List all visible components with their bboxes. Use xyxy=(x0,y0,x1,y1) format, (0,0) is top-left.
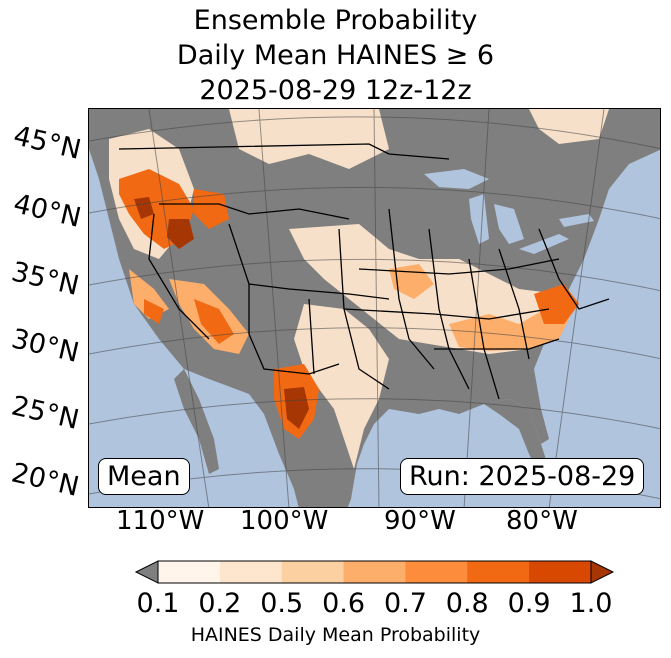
colorbar-over-arrow xyxy=(590,560,615,584)
colorbar-tick-label: 0.8 xyxy=(445,588,489,619)
colorbar-tick-label: 0.6 xyxy=(322,588,366,619)
title-line-3: 2025-08-29 12z-12z xyxy=(199,75,472,106)
colorbar-tick-label: 0.5 xyxy=(260,588,304,619)
great-lakes xyxy=(424,169,594,254)
colorbar-tick-label: 0.1 xyxy=(136,588,180,619)
colorbar-segment xyxy=(281,561,345,583)
colorbar xyxy=(134,560,615,584)
colorbar-frame xyxy=(157,560,592,584)
colorbar-segment xyxy=(343,561,406,583)
colorbar-tick-label: 1.0 xyxy=(569,588,613,619)
run-date-label: Run: 2025-08-29 xyxy=(400,458,645,495)
title-line-1: Ensemble Probability xyxy=(193,5,478,36)
probability-map xyxy=(88,108,661,508)
colorbar-tick-label: 0.9 xyxy=(507,588,551,619)
colorbar-label: HAINES Daily Mean Probability xyxy=(190,624,481,646)
colorbar-tick-label: 0.2 xyxy=(198,588,242,619)
state-borders xyxy=(118,143,610,400)
lon-label-80: 80°W xyxy=(506,506,578,536)
baja-peninsula xyxy=(174,369,219,474)
colorbar-tick-label: 0.7 xyxy=(383,588,427,619)
title-line-2: Daily Mean HAINES ≥ 6 xyxy=(176,40,495,71)
prob-veryhigh-areas xyxy=(134,197,309,429)
lon-label-100: 100°W xyxy=(240,506,329,536)
colorbar-segment xyxy=(219,561,283,583)
colorbar-segment xyxy=(405,561,468,583)
lon-label-110: 110°W xyxy=(116,506,205,536)
colorbar-segment xyxy=(529,561,592,583)
lon-label-90: 90°W xyxy=(384,506,456,536)
map-canvas xyxy=(89,109,660,507)
graticule xyxy=(89,109,660,507)
mean-label: Mean xyxy=(98,458,190,495)
florida xyxy=(484,399,549,474)
colorbar-under-arrow xyxy=(134,560,159,584)
colorbar-segment xyxy=(467,561,530,583)
colorbar-segment xyxy=(158,561,221,583)
